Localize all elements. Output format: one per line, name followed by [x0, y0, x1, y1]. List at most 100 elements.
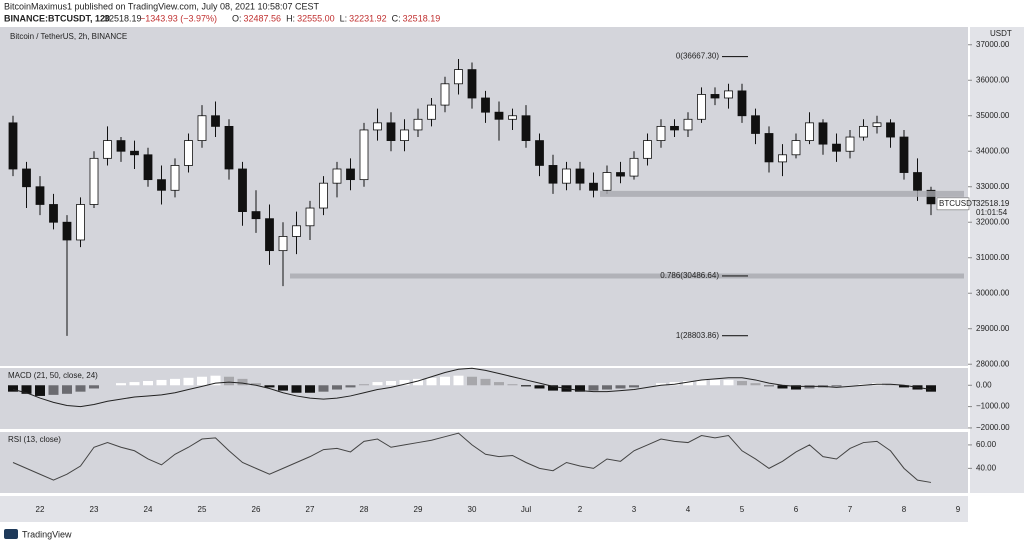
macd-histogram-bar — [278, 385, 288, 391]
candle-body — [143, 154, 153, 181]
macd-histogram-bar — [237, 378, 248, 386]
price-title: Bitcoin / TetherUS, 2h, BINANCE — [10, 32, 127, 41]
price-tag-symbol: BTCUSDT — [939, 199, 977, 208]
macd-histogram-bar — [251, 383, 261, 386]
macd-histogram-bar — [926, 385, 936, 392]
candle-body — [629, 157, 639, 177]
macd-histogram-bar — [764, 385, 774, 387]
macd-histogram-bar — [885, 384, 896, 386]
candle-body — [454, 69, 463, 85]
x-tick-label: 30 — [468, 505, 477, 514]
macd-panel — [0, 368, 968, 429]
candle-body — [724, 90, 733, 99]
candle-body — [170, 165, 180, 191]
macd-histogram-bar — [575, 385, 585, 392]
ohlc-value: 32231.92 — [349, 13, 387, 23]
macd-title: MACD (21, 50, close, 24) — [8, 371, 98, 380]
macd-histogram-bar — [831, 385, 842, 387]
macd-histogram-bar — [521, 385, 531, 387]
candle-body — [184, 140, 193, 166]
candle-body — [116, 140, 126, 152]
logo-icon — [4, 529, 18, 539]
candle-body — [805, 122, 814, 141]
x-tick-label: 2 — [578, 505, 583, 514]
macd-histogram-bar — [156, 379, 167, 386]
candle-body — [373, 122, 382, 131]
candle-body — [737, 90, 747, 117]
macd-histogram-bar — [629, 385, 639, 388]
candle-body — [427, 104, 436, 120]
macd-histogram-bar — [791, 385, 801, 390]
macd-histogram-bar — [899, 385, 909, 388]
macd-histogram-bar — [494, 382, 504, 386]
ohlc-label: C: — [392, 13, 401, 23]
macd-histogram-bar — [116, 383, 126, 386]
rsi-line — [12, 432, 932, 483]
macd-histogram-bar — [683, 381, 693, 386]
macd-histogram-bar — [170, 378, 180, 386]
macd-histogram-bar — [372, 382, 383, 386]
macd-histogram-bar — [399, 379, 410, 386]
ohlc-label: H: — [286, 13, 295, 23]
candle-body — [346, 168, 355, 181]
ohlc-value: 32518.19 — [403, 13, 441, 23]
macd-histogram-bar — [143, 381, 153, 386]
symbol: BINANCE:BTCUSDT, 120 — [4, 13, 110, 23]
macd-line — [12, 367, 932, 408]
x-tick-label: 23 — [90, 505, 99, 514]
ohlc-value: 32555.00 — [297, 13, 335, 23]
macd-histogram-bar — [669, 382, 680, 386]
candle-body — [697, 94, 706, 120]
candle-body — [400, 129, 409, 141]
candle-body — [562, 168, 571, 184]
candle-body — [359, 129, 369, 181]
macd-histogram-bar — [75, 385, 86, 392]
macd-histogram-bar — [359, 384, 369, 386]
x-tick-label: 3 — [632, 505, 637, 514]
macd-histogram-bar — [426, 377, 437, 386]
candle-body — [508, 115, 517, 120]
x-tick-label: 25 — [198, 505, 207, 514]
time-axis — [0, 496, 968, 522]
footer-brand[interactable]: TradingView — [22, 529, 72, 539]
x-tick-label: 5 — [740, 505, 745, 514]
candle-body — [751, 115, 760, 134]
candle-body — [386, 122, 396, 141]
candle-body — [35, 186, 45, 205]
candle-body — [157, 179, 166, 191]
ohlc-value: 32487.56 — [244, 13, 282, 23]
candle-body — [589, 182, 598, 191]
y-tick-label: 28000.00 — [976, 359, 1010, 368]
price-tag-value: 32518.19 — [976, 199, 1010, 208]
x-tick-label: 28 — [360, 505, 369, 514]
candle-body — [62, 221, 72, 241]
candle-body — [926, 189, 936, 205]
macd-histogram-bar — [8, 385, 18, 392]
candle-body — [548, 165, 558, 184]
candle-body — [467, 69, 477, 99]
rsi-title: RSI (13, close) — [8, 435, 61, 444]
rsi-panel — [0, 432, 968, 493]
candle-body — [332, 168, 342, 184]
y-tick-label: 29000.00 — [976, 324, 1010, 333]
x-tick-label: Jul — [521, 505, 531, 514]
axis-unit: USDT — [990, 29, 1012, 38]
macd-histogram-bar — [291, 385, 302, 393]
candle-body — [791, 140, 801, 156]
candle-body — [211, 115, 220, 127]
y-tick-label: 0.00 — [976, 380, 992, 389]
macd-histogram-bar — [588, 385, 599, 391]
y-tick-label: 36000.00 — [976, 75, 1010, 84]
candle-body — [778, 154, 787, 163]
x-tick-label: 29 — [414, 505, 423, 514]
macd-histogram-bar — [737, 381, 747, 386]
candle-body — [818, 122, 828, 145]
macd-histogram-bar — [750, 383, 761, 386]
y-tick-label: 33000.00 — [976, 182, 1010, 191]
candle-body — [913, 172, 922, 191]
macd-histogram-bar — [615, 385, 626, 389]
price-axis — [970, 27, 1024, 493]
macd-histogram-bar — [386, 381, 396, 386]
candle-body — [643, 140, 652, 159]
